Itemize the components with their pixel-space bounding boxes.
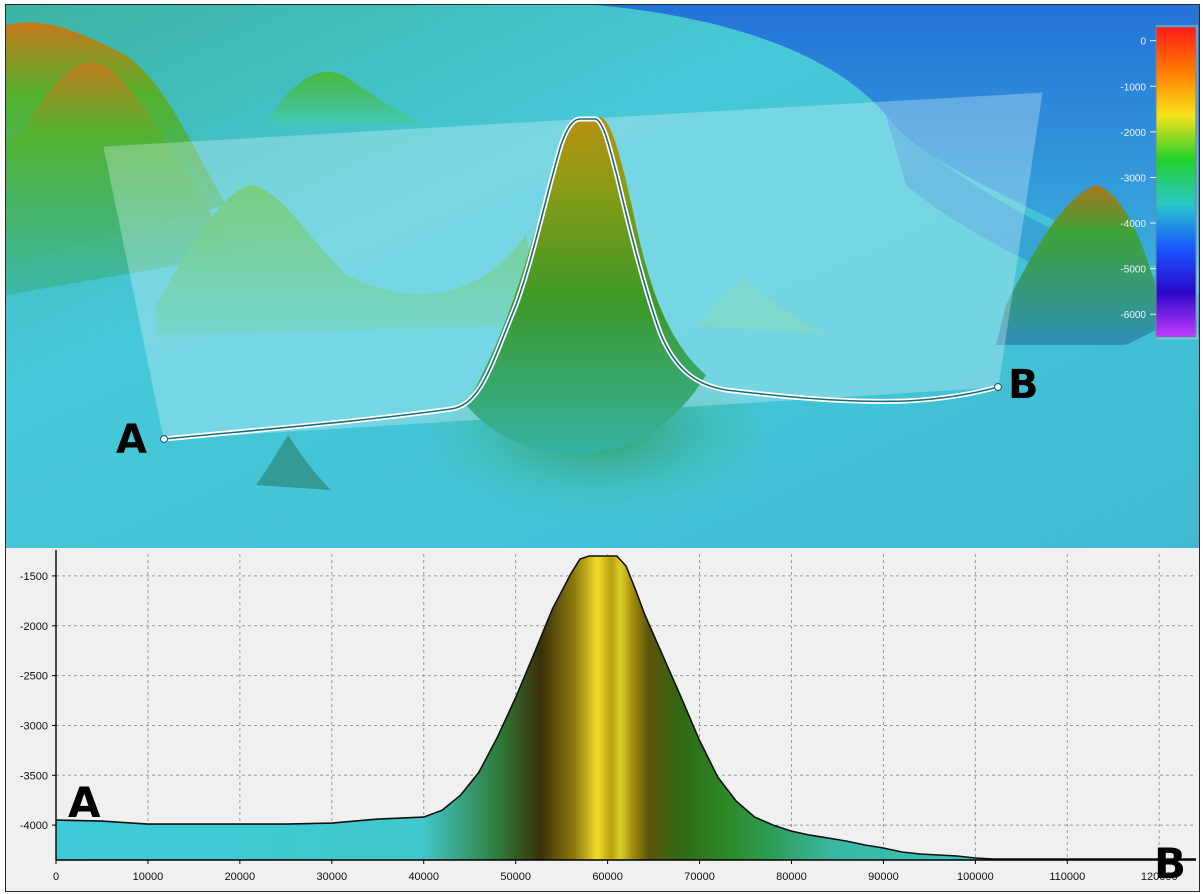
colorbar-tick-label: 0 [1140, 37, 1146, 48]
profile-area [56, 556, 1196, 860]
label-a-profile: A [68, 778, 101, 827]
x-tick-label: 40000 [408, 871, 439, 883]
depth-profile-chart[interactable]: 0 10000 20000 30000 40000 50000 60000 70000 8000… [6, 548, 1199, 891]
colorbar-tick-label: -2000 [1120, 128, 1146, 139]
colorbar-tick-label: -1000 [1120, 82, 1146, 93]
tick-labels: 0 10000 20000 30000 40000 50000 60000 70000 8000… [20, 571, 1178, 883]
left-peak [6, 63, 236, 295]
profile-start-marker[interactable] [159, 434, 169, 444]
deep-trench [596, 5, 1199, 265]
colorbar-tick-label: -4000 [1120, 219, 1146, 230]
x-tick-label: 0 [53, 871, 59, 883]
x-tick-label: 80000 [776, 871, 807, 883]
label-b-3d: B [1008, 362, 1039, 408]
left-seamount [156, 185, 546, 335]
y-tick-label: -2500 [20, 671, 48, 683]
small-right-hill [696, 280, 826, 335]
label-b-profile: B [1154, 839, 1186, 888]
small-hill-top [266, 71, 426, 125]
depth-profile-panel: 0 10000 20000 30000 40000 50000 60000 70000 8000… [6, 548, 1199, 891]
x-tick-label: 90000 [868, 871, 899, 883]
3d-scene: A B 0 -1000 -2000 -3000 -4000 -5000 -6000 [6, 5, 1199, 548]
label-a-3d: A [116, 417, 147, 463]
profile-outline [55, 555, 1196, 860]
x-tick-label: 20000 [225, 871, 256, 883]
colorbar-ramp [1155, 26, 1197, 338]
small-cone [256, 435, 331, 490]
x-tick-label: 120000 [1141, 871, 1178, 883]
profile-end-marker[interactable] [993, 382, 1003, 392]
3d-bathymetry-view[interactable]: A B 0 -1000 -2000 -3000 -4000 -5000 -6000 [6, 5, 1199, 548]
right-seamount [996, 185, 1166, 345]
y-tick-label: -3000 [20, 720, 48, 732]
x-tick-label: 70000 [684, 871, 715, 883]
colorbar-tick-label: -6000 [1120, 310, 1146, 321]
x-tick-label: 100000 [957, 871, 994, 883]
y-tick-label: -4000 [20, 820, 48, 832]
x-tick-label: 60000 [592, 871, 623, 883]
x-tick-label: 110000 [1049, 871, 1085, 883]
x-tick-label: 10000 [133, 871, 164, 883]
x-tick-label: 30000 [317, 871, 348, 883]
y-tick-label: -3500 [20, 770, 48, 782]
y-tick-label: -1500 [20, 571, 48, 583]
colorbar-tick-label: -5000 [1120, 265, 1146, 276]
y-tick-label: -2000 [20, 621, 48, 633]
figure-frame: A B 0 -1000 -2000 -3000 -4000 -5000 -6000 0 100… [5, 4, 1200, 892]
colorbar-tick-label: -3000 [1120, 173, 1146, 184]
x-tick-label: 50000 [500, 871, 531, 883]
chart-axes [52, 550, 1196, 864]
profile-line[interactable] [163, 118, 999, 440]
central-seamount [466, 117, 706, 455]
depth-colorbar: 0 -1000 -2000 -3000 -4000 -5000 -6000 [1120, 25, 1198, 339]
